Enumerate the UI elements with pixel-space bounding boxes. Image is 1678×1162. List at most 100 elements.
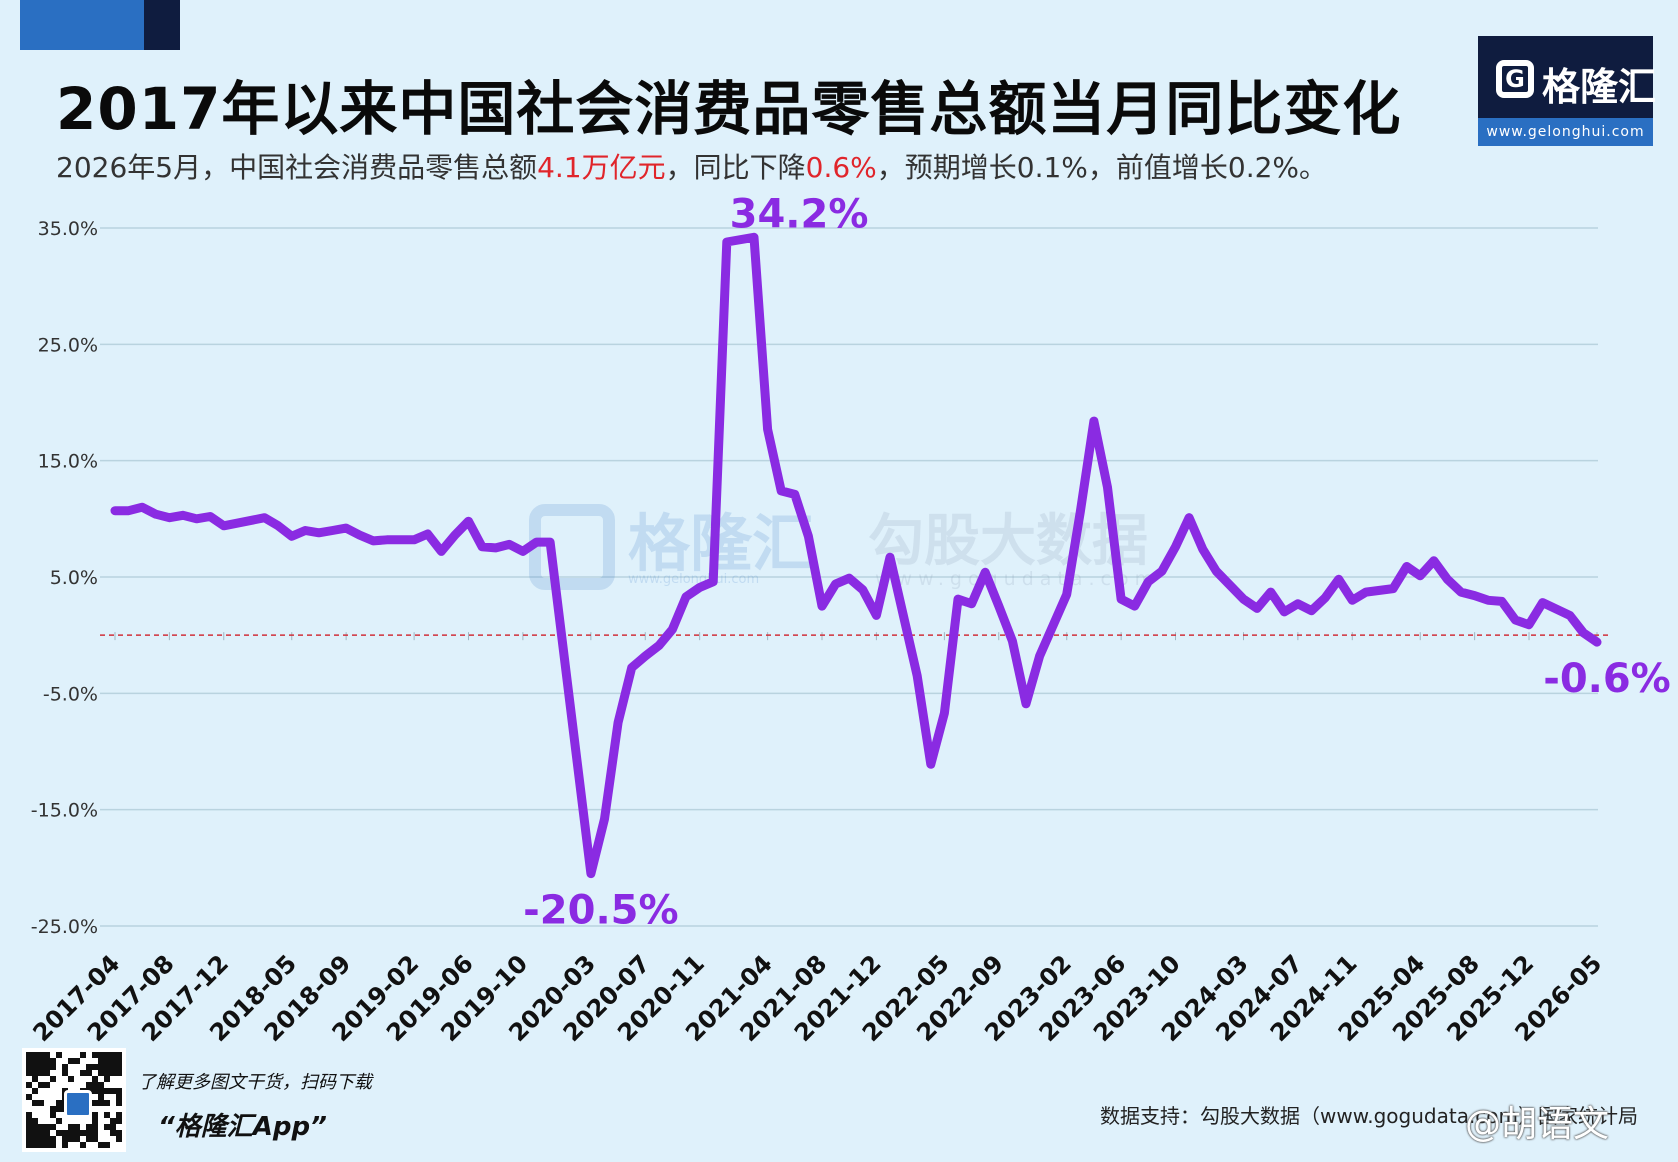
qr-module (104, 1142, 110, 1148)
qr-module (110, 1130, 116, 1136)
qr-module (110, 1088, 116, 1094)
qr-module (32, 1124, 38, 1130)
chart-title: 2017年以来中国社会消费品零售总额当月同比变化 (56, 75, 1402, 143)
qr-code[interactable] (22, 1048, 126, 1152)
qr-module (26, 1136, 32, 1142)
qr-module (38, 1058, 44, 1064)
qr-module (26, 1070, 32, 1076)
qr-module (62, 1142, 68, 1148)
qr-module (92, 1082, 98, 1088)
qr-module (32, 1076, 38, 1082)
y-tick-label: -25.0% (31, 916, 98, 938)
qr-module (26, 1124, 32, 1130)
qr-module (104, 1100, 110, 1106)
qr-logo-icon (64, 1090, 92, 1118)
qr-module (98, 1064, 104, 1070)
qr-module (32, 1136, 38, 1142)
qr-module (104, 1070, 110, 1076)
watermark: 格隆汇 www.gelonghui.com 勾股大数据 www.gogudata… (529, 504, 1153, 590)
qr-module (116, 1070, 122, 1076)
qr-module (98, 1052, 104, 1058)
qr-module (92, 1100, 98, 1106)
annotation-label: 34.2% (730, 195, 869, 237)
qr-module (32, 1064, 38, 1070)
qr-module (26, 1094, 32, 1100)
qr-module (116, 1064, 122, 1070)
qr-module (32, 1052, 38, 1058)
brand-url: www.gelonghui.com (1478, 118, 1653, 146)
y-tick-label: 35.0% (38, 218, 98, 240)
y-tick-label: -15.0% (31, 800, 98, 822)
series-line (110, 232, 1602, 879)
watermark-left: 格隆汇 (628, 507, 814, 580)
qr-module (104, 1076, 110, 1082)
qr-module (26, 1142, 32, 1148)
subtitle-decline-value: 0.6% (805, 151, 877, 184)
qr-module (62, 1136, 68, 1142)
qr-module (32, 1100, 38, 1106)
qr-module (98, 1142, 104, 1148)
qr-module (68, 1076, 74, 1082)
qr-module (50, 1106, 56, 1112)
qr-module (104, 1058, 110, 1064)
qr-module (92, 1112, 98, 1118)
qr-module (92, 1076, 98, 1082)
qr-module (26, 1052, 32, 1058)
qr-module (32, 1070, 38, 1076)
qr-module (56, 1052, 62, 1058)
qr-module (104, 1052, 110, 1058)
qr-module (86, 1082, 92, 1088)
qr-module (110, 1124, 116, 1130)
qr-module (62, 1130, 68, 1136)
y-tick-label: 15.0% (38, 451, 98, 473)
qr-module (44, 1130, 50, 1136)
annotation-label: -0.6% (1543, 656, 1671, 702)
annotations: 34.2% -20.5% -0.6% (523, 195, 1671, 934)
qr-module (74, 1136, 80, 1142)
qr-module (38, 1130, 44, 1136)
qr-module (92, 1088, 98, 1094)
qr-module (110, 1058, 116, 1064)
qr-module (50, 1124, 56, 1130)
watermark-left-url: www.gelonghui.com (628, 572, 759, 587)
watermark-logo-icon (529, 504, 615, 590)
qr-module (110, 1064, 116, 1070)
qr-module (104, 1064, 110, 1070)
qr-module (104, 1112, 110, 1118)
qr-module (116, 1130, 122, 1136)
qr-module (38, 1070, 44, 1076)
qr-module (44, 1052, 50, 1058)
annotation-label: -20.5% (523, 888, 678, 934)
qr-module (68, 1136, 74, 1142)
qr-module (68, 1058, 74, 1064)
qr-module (62, 1070, 68, 1076)
qr-module (86, 1130, 92, 1136)
brand-logo[interactable]: G 格隆汇 www.gelonghui.com (1478, 36, 1656, 146)
qr-module (68, 1130, 74, 1136)
brand-g-icon: G (1496, 60, 1534, 98)
y-tick-label: 5.0% (50, 567, 98, 589)
qr-module (68, 1124, 74, 1130)
qr-module (44, 1124, 50, 1130)
qr-module (116, 1088, 122, 1094)
qr-module (98, 1058, 104, 1064)
qr-module (92, 1130, 98, 1136)
qr-module (56, 1130, 62, 1136)
qr-module (98, 1070, 104, 1076)
qr-module (26, 1082, 32, 1088)
qr-module (32, 1130, 38, 1136)
app-name: “格隆汇App” (158, 1112, 327, 1142)
qr-module (74, 1058, 80, 1064)
qr-module (50, 1136, 56, 1142)
qr-module (110, 1070, 116, 1076)
qr-module (44, 1082, 50, 1088)
qr-module (50, 1064, 56, 1070)
qr-module (50, 1058, 56, 1064)
qr-module (44, 1136, 50, 1142)
qr-module (62, 1064, 68, 1070)
qr-module (56, 1106, 62, 1112)
qr-module (80, 1070, 86, 1076)
qr-module (38, 1142, 44, 1148)
qr-module (80, 1142, 86, 1148)
qr-module (74, 1124, 80, 1130)
